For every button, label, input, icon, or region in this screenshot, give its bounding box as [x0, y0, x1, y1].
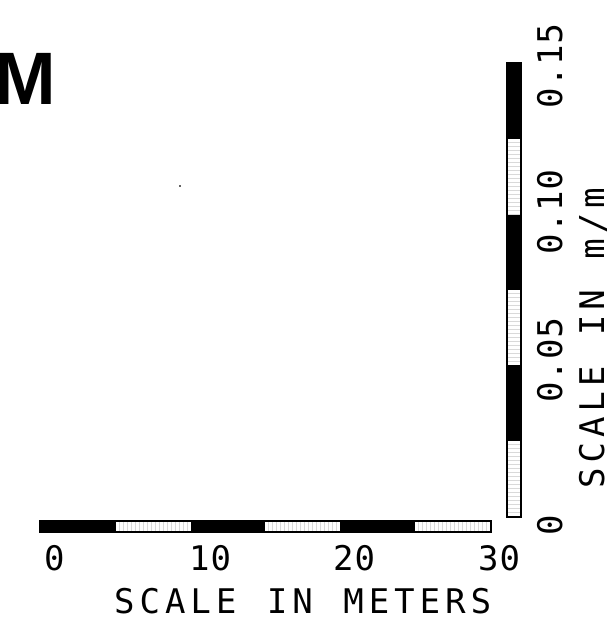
horizontal-scale-segment: [340, 522, 416, 531]
horizontal-tick-label-30: 30: [478, 539, 521, 579]
horizontal-scale-segment: [190, 522, 266, 531]
vertical-scale-segment: [508, 365, 520, 441]
horizontal-scale-segment: [415, 522, 490, 531]
vertical-scale-segment: [508, 440, 520, 516]
horizontal-scale-segment: [265, 522, 341, 531]
vertical-scale-segment: [508, 289, 520, 366]
vertical-tick-label-005: 0.05: [531, 316, 571, 402]
horizontal-tick-label-10: 10: [189, 539, 232, 579]
horizontal-scale-bar: [39, 520, 492, 533]
vertical-tick-label-0: 0: [531, 513, 571, 535]
vertical-scale-segment: [508, 139, 520, 215]
vertical-tick-label-010: 0.10: [531, 168, 571, 254]
vertical-tick-label-015: 0.15: [531, 22, 571, 108]
vertical-scale-segment: [508, 64, 520, 140]
horizontal-scale-title: SCALE IN METERS: [114, 582, 497, 622]
heading-letter: M: [0, 37, 56, 120]
horizontal-scale-segment: [41, 522, 116, 531]
horizontal-tick-label-0: 0: [44, 539, 66, 579]
vertical-scale-segment: [508, 214, 520, 290]
vertical-scale-bar: [506, 62, 522, 518]
horizontal-tick-label-20: 20: [333, 539, 376, 579]
vertical-scale-title: SCALE IN m/m: [573, 182, 613, 488]
horizontal-scale-segment: [115, 522, 191, 531]
stray-dot: [179, 185, 181, 187]
